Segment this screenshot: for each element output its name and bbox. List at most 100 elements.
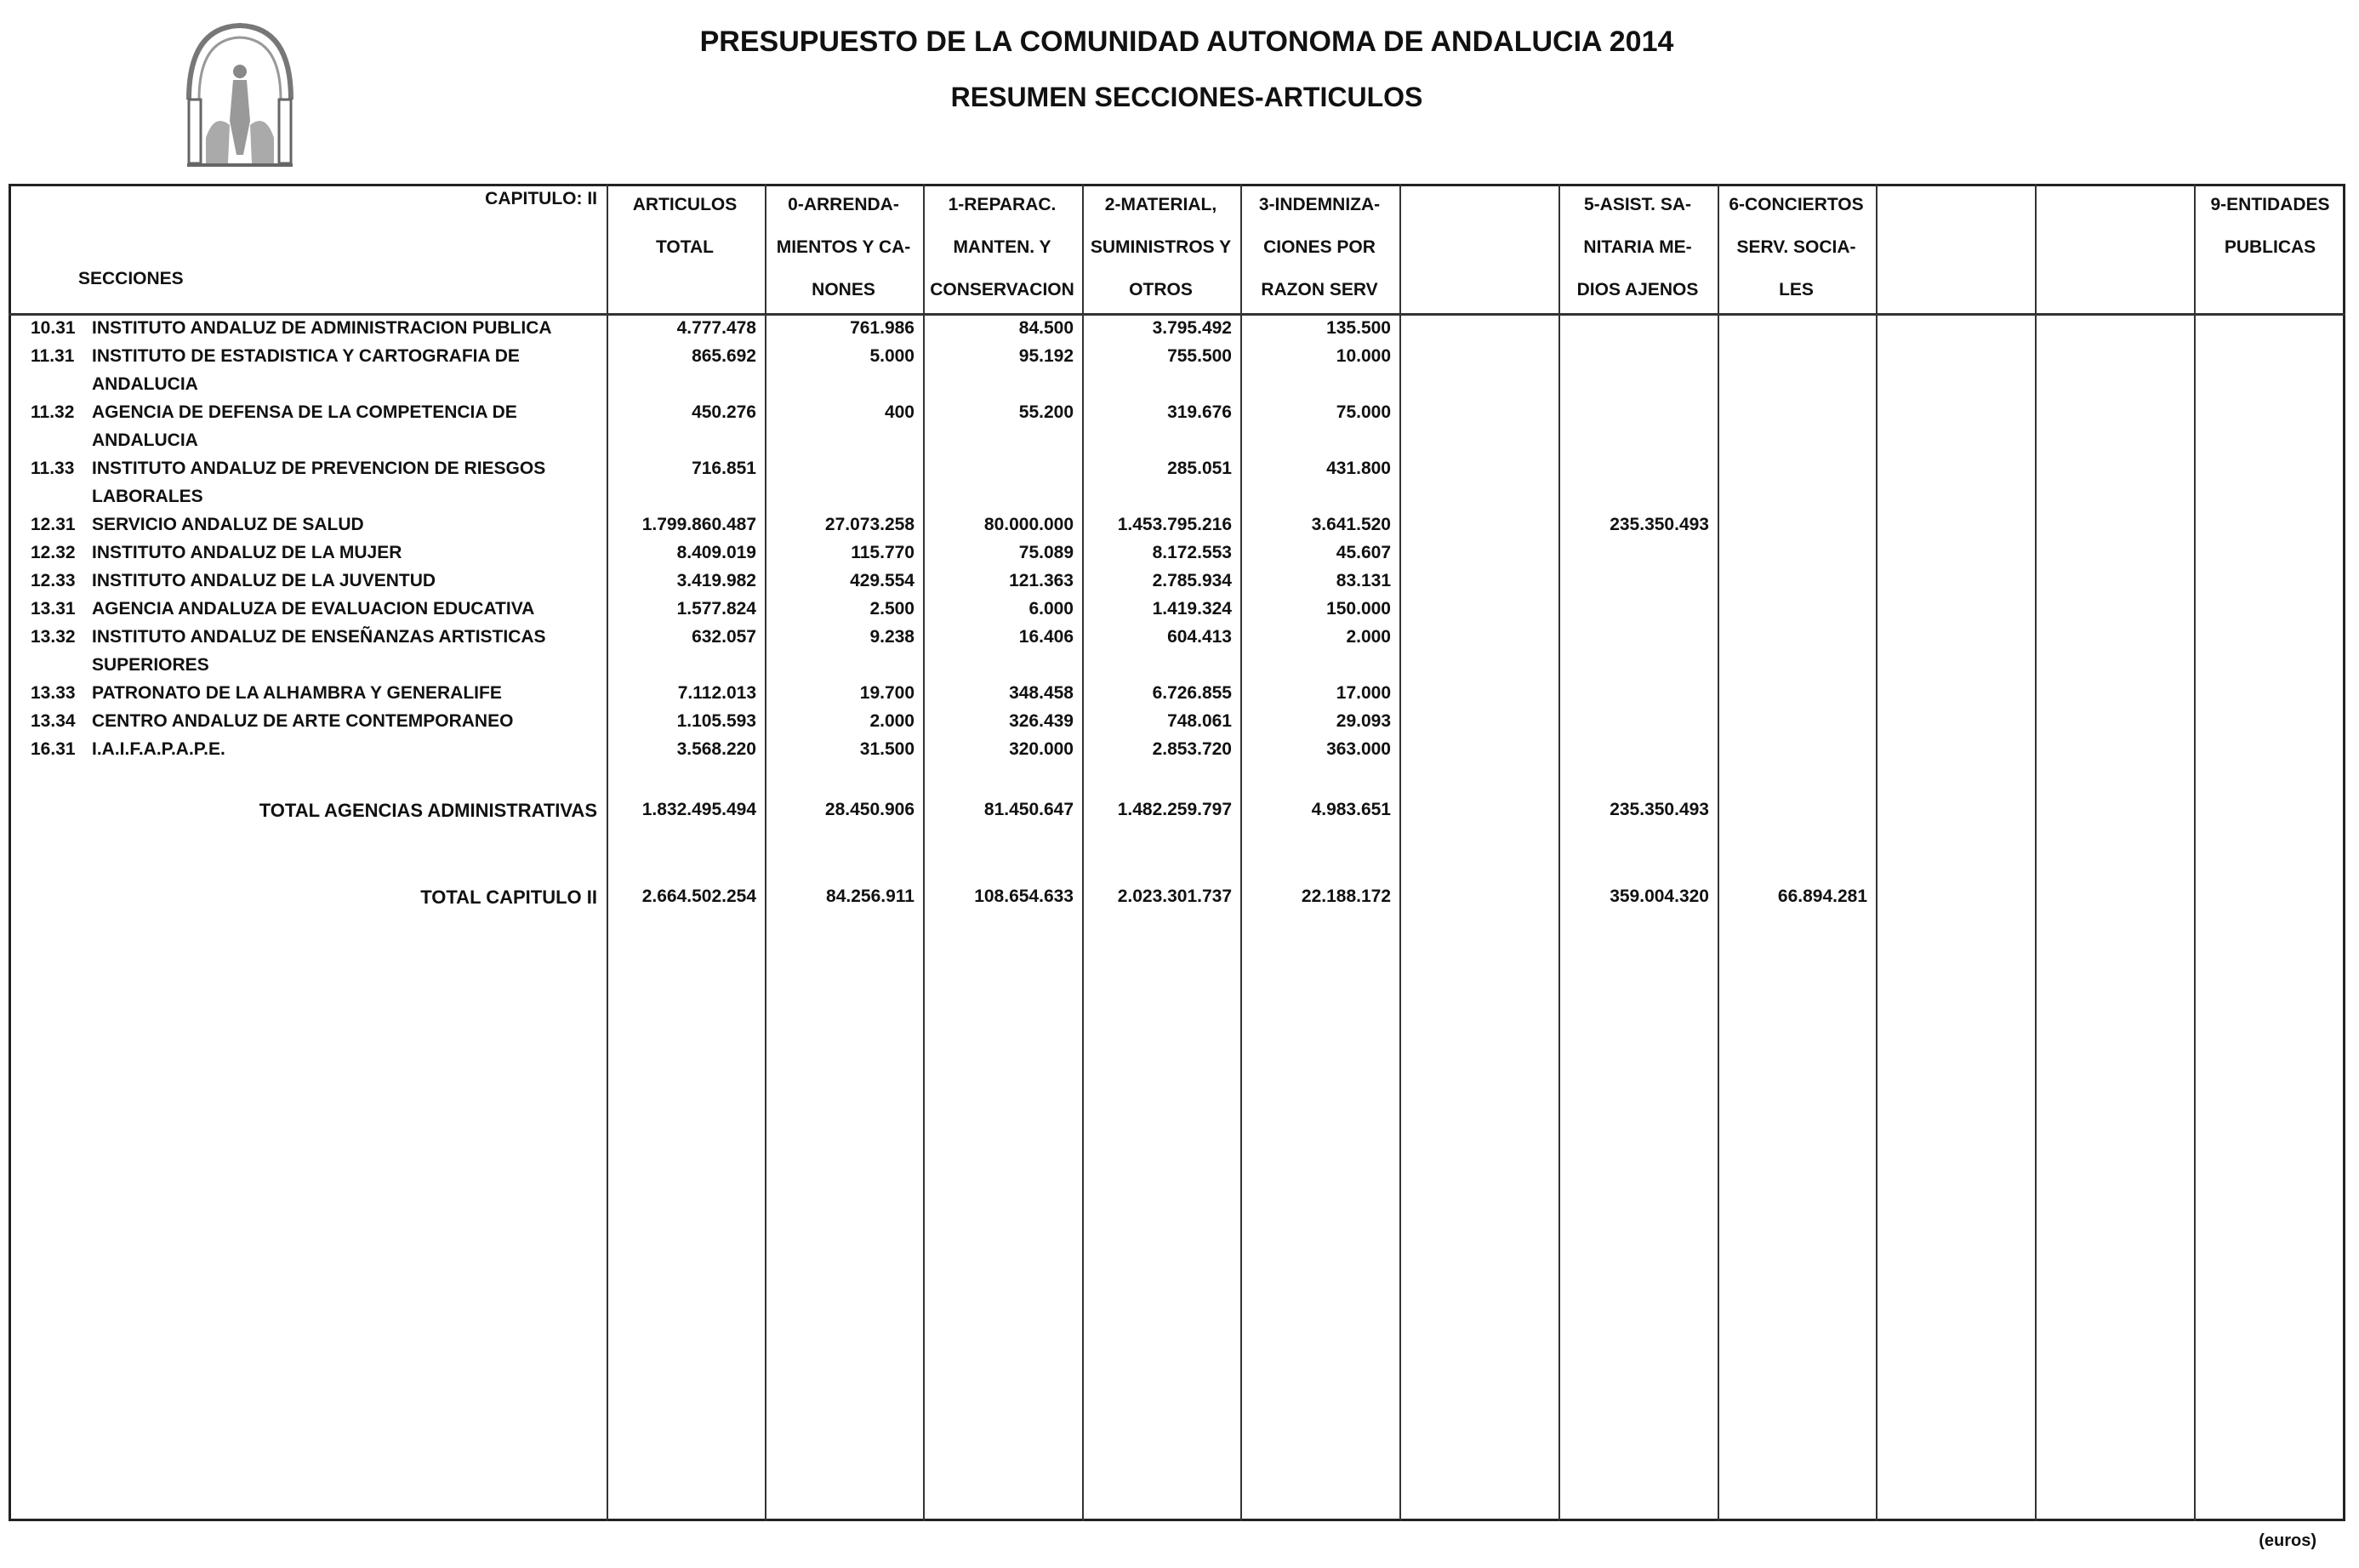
cell-value: 1.419.324	[1152, 599, 1232, 619]
column-header: 1-REPARAC.	[948, 195, 1057, 214]
column-divider	[1558, 184, 1560, 1521]
cell-value: 3.419.982	[676, 571, 756, 590]
cell-value: 45.607	[1336, 543, 1391, 562]
column-header: OTROS	[1129, 280, 1193, 299]
cell-value: 716.851	[692, 459, 756, 478]
section-code: 13.34	[31, 711, 76, 731]
section-code: 11.32	[31, 402, 75, 422]
total-value: 22.188.172	[1301, 887, 1391, 906]
cell-value: 400	[884, 402, 915, 422]
total-value: 1.482.259.797	[1117, 800, 1232, 819]
cell-value: 19.700	[859, 683, 915, 703]
column-divider	[1718, 184, 1719, 1521]
secciones-label: SECCIONES	[78, 269, 184, 288]
section-name: INSTITUTO ANDALUZ DE LA JUVENTUD	[92, 571, 436, 590]
cell-value: 115.770	[851, 543, 915, 562]
cell-value: 8.409.019	[676, 543, 756, 562]
cell-value: 431.800	[1326, 459, 1391, 478]
total-value: 28.450.906	[824, 800, 915, 819]
column-header: CIONES POR	[1263, 237, 1376, 257]
cell-value: 1.453.795.216	[1117, 515, 1232, 534]
section-code: 12.32	[31, 543, 76, 562]
cell-value: 6.000	[1029, 599, 1074, 619]
cell-value: 1.799.860.487	[641, 515, 756, 534]
header-divider	[9, 313, 2345, 316]
cell-value: 121.363	[1009, 571, 1074, 590]
total-value: 2.023.301.737	[1117, 887, 1232, 906]
cell-value: 320.000	[1009, 739, 1074, 759]
section-code: 11.31	[31, 346, 75, 366]
cell-value: 755.500	[1167, 346, 1232, 366]
cell-value: 55.200	[1018, 402, 1074, 422]
cell-value: 326.439	[1009, 711, 1074, 731]
cell-value: 429.554	[850, 571, 915, 590]
cell-value: 348.458	[1009, 683, 1074, 703]
cell-value: 150.000	[1326, 599, 1391, 619]
cell-value: 632.057	[692, 627, 756, 647]
section-code: 10.31	[31, 318, 76, 338]
section-name: INSTITUTO ANDALUZ DE LA MUJER	[92, 543, 402, 562]
total-value: 2.664.502.254	[641, 887, 756, 906]
column-header: 3-INDEMNIZA-	[1258, 195, 1381, 214]
cell-value: 2.000	[1346, 627, 1391, 647]
column-divider	[1082, 184, 1084, 1521]
cell-value: 2.853.720	[1152, 739, 1232, 759]
cell-value: 4.777.478	[676, 318, 756, 338]
cell-value: 3.568.220	[676, 739, 756, 759]
section-name: INSTITUTO ANDALUZ DE PREVENCION DE RIESG…	[92, 459, 546, 506]
section-name: INSTITUTO ANDALUZ DE ENSEÑANZAS ARTISTIC…	[92, 627, 546, 675]
cell-value: 2.000	[869, 711, 915, 731]
section-code: 12.31	[31, 515, 76, 534]
total-value: 108.654.633	[974, 887, 1074, 906]
total-value: 359.004.320	[1610, 887, 1709, 906]
cell-value: 80.000.000	[983, 515, 1074, 534]
total-value: 235.350.493	[1610, 800, 1709, 819]
cell-value: 9.238	[869, 627, 915, 647]
cell-value: 95.192	[1018, 346, 1074, 366]
column-divider	[1876, 184, 1878, 1521]
cell-value: 29.093	[1336, 711, 1391, 731]
cell-value: 3.795.492	[1152, 318, 1232, 338]
cell-value: 75.000	[1336, 402, 1391, 422]
section-name: SERVICIO ANDALUZ DE SALUD	[92, 515, 364, 534]
column-header: TOTAL	[655, 237, 715, 257]
total-value: 84.256.911	[826, 887, 915, 906]
section-code: 16.31	[31, 739, 76, 759]
cell-value: 10.000	[1336, 346, 1391, 366]
column-divider	[607, 184, 608, 1521]
section-code: 13.32	[31, 627, 76, 647]
cell-value: 31.500	[859, 739, 915, 759]
total-value: 4.983.651	[1311, 800, 1391, 819]
cell-value: 83.131	[1336, 571, 1391, 590]
column-header: 2-MATERIAL,	[1104, 195, 1217, 214]
cell-value: 604.413	[1167, 627, 1232, 647]
column-divider	[2035, 184, 2037, 1521]
cell-value: 3.641.520	[1311, 515, 1391, 534]
column-divider	[2194, 184, 2196, 1521]
section-name: INSTITUTO DE ESTADISTICA Y CARTOGRAFIA D…	[92, 346, 520, 394]
section-name: I.A.I.F.A.P.A.P.E.	[92, 739, 225, 759]
column-header: PUBLICAS	[2224, 237, 2316, 257]
page-title: PRESUPUESTO DE LA COMUNIDAD AUTONOMA DE …	[699, 26, 1674, 58]
column-divider	[765, 184, 766, 1521]
column-header: ARTICULOS	[632, 195, 738, 214]
cell-value: 7.112.013	[677, 683, 756, 703]
column-header: SUMINISTROS Y	[1090, 237, 1232, 257]
column-header: MANTEN. Y	[953, 237, 1051, 257]
cell-value: 75.089	[1018, 543, 1074, 562]
section-code: 12.33	[31, 571, 76, 590]
section-code: 13.31	[31, 599, 76, 619]
column-divider	[923, 184, 925, 1521]
page-subtitle: RESUMEN SECCIONES-ARTICULOS	[950, 82, 1423, 112]
total-label: TOTAL AGENCIAS ADMINISTRATIVAS	[259, 800, 597, 821]
table-frame	[9, 184, 2345, 1521]
cell-value: 135.500	[1326, 318, 1391, 338]
cell-value: 16.406	[1018, 627, 1074, 647]
cell-value: 2.500	[869, 599, 915, 619]
cell-value: 27.073.258	[824, 515, 915, 534]
cell-value: 6.726.855	[1152, 683, 1232, 703]
column-header: MIENTOS Y CA-	[776, 237, 911, 257]
column-header: CONSERVACION	[930, 280, 1074, 299]
section-name: INSTITUTO ANDALUZ DE ADMINISTRACION PUBL…	[92, 318, 552, 338]
column-divider	[1240, 184, 1242, 1521]
